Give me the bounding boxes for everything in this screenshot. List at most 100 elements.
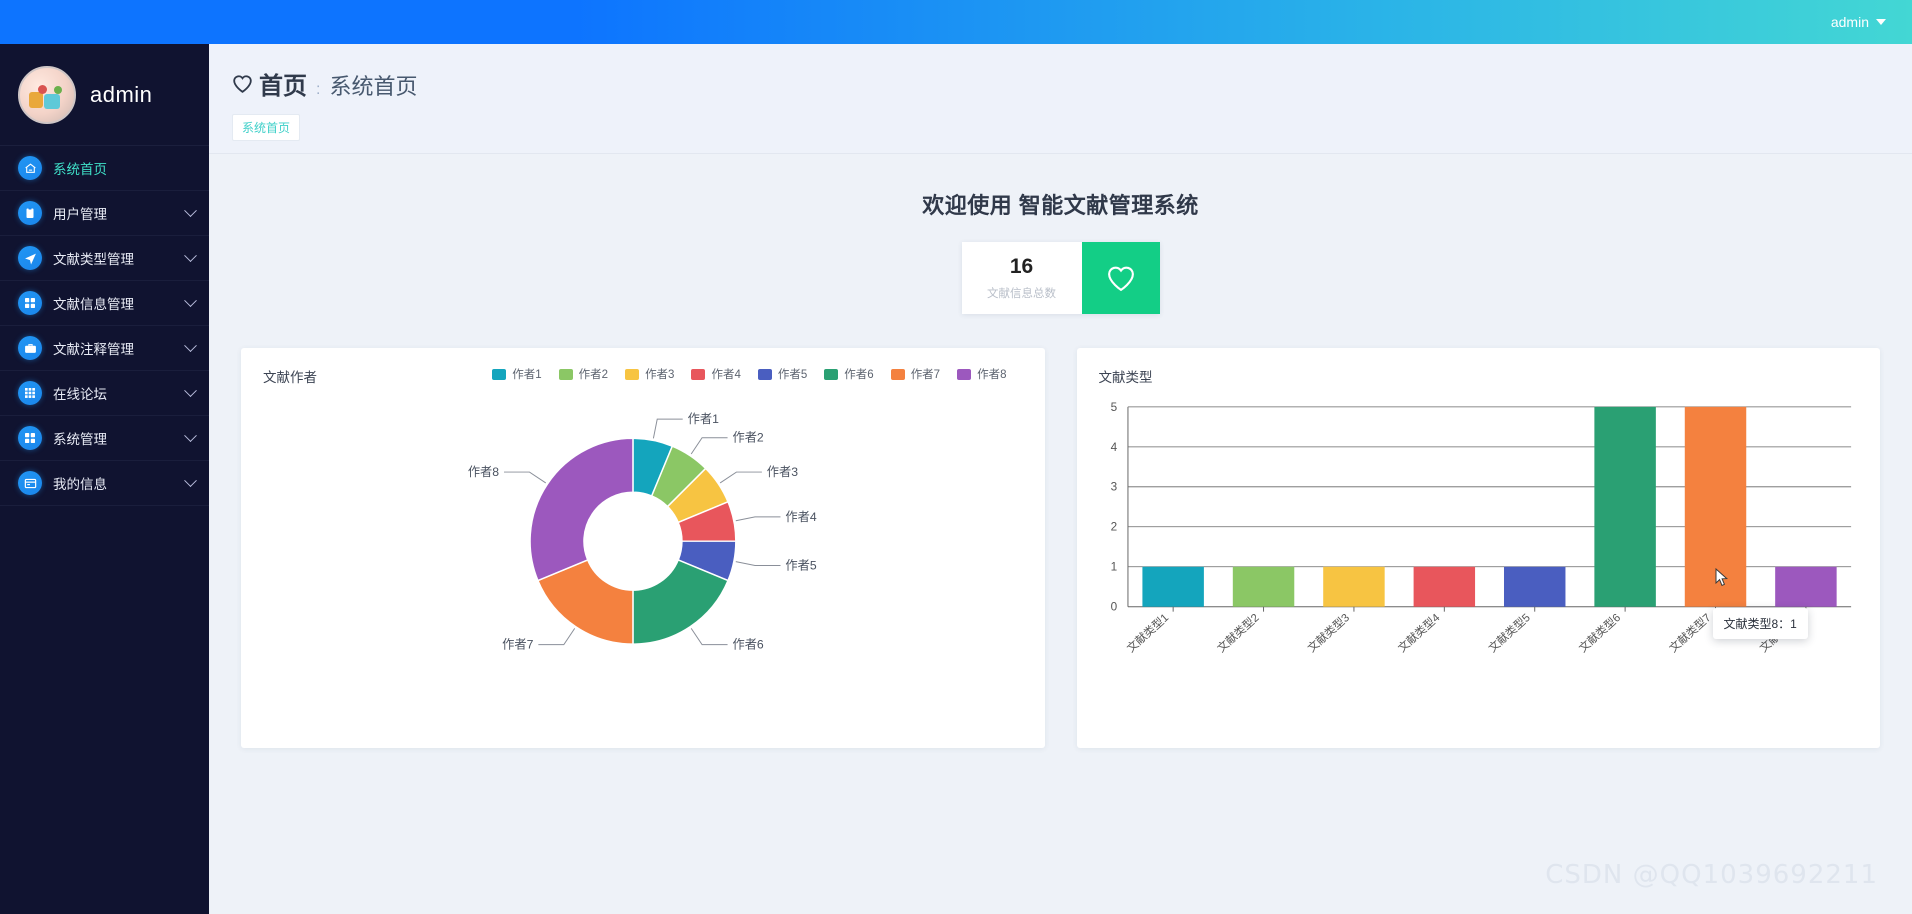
pie-slice-label: 作者7 bbox=[502, 638, 533, 652]
x-axis-tick-label: 文献类型5 bbox=[1485, 610, 1532, 655]
bar-chart[interactable]: 0 1 2 3 4 5 文献类型1 文献类型2 文献类型3 文献类型4 文献类型5 文献类型6 文献类型… bbox=[1077, 386, 1881, 716]
x-axis-tick-label: 文献类型1 bbox=[1123, 610, 1170, 655]
chevron-down-icon bbox=[184, 338, 197, 352]
legend-label: 作者1 bbox=[512, 369, 542, 381]
sidebar-item-label: 在线论坛 bbox=[53, 387, 107, 402]
y-axis-tick-label: 3 bbox=[1110, 481, 1117, 494]
sidebar-item-my-info[interactable]: 我的信息 bbox=[0, 461, 209, 506]
send-icon bbox=[18, 246, 42, 270]
grid-icon bbox=[18, 291, 42, 315]
legend-item[interactable]: 作者2 bbox=[558, 366, 609, 382]
card-authors-chart: 文献作者 作者1 作者2 作者3 作者4 作者5 作者6 作者7 作者8 作者1 作者2 作者3 作… bbox=[241, 348, 1045, 748]
x-axis-tick-label: 文献类型2 bbox=[1214, 610, 1261, 655]
chevron-down-icon bbox=[184, 428, 197, 442]
pie-slice[interactable] bbox=[632, 558, 729, 645]
sidebar-item-online-forum[interactable]: 在线论坛 bbox=[0, 371, 209, 416]
chevron-down-icon bbox=[184, 248, 197, 262]
heart-icon bbox=[1107, 266, 1134, 292]
sidebar-item-system-management[interactable]: 系统管理 bbox=[0, 416, 209, 461]
bar[interactable] bbox=[1232, 566, 1294, 607]
pie-leader-line bbox=[690, 437, 728, 455]
main-content: 首页 : 系统首页 系统首页 欢迎使用 智能文献管理系统 16 文献信息总数 bbox=[209, 44, 1912, 914]
grid-icon bbox=[18, 426, 42, 450]
sidebar-menu: 系统首页 用户管理 文献类型管理 文献信息管理 bbox=[0, 146, 209, 506]
sidebar-item-doc-type-management[interactable]: 文献类型管理 bbox=[0, 236, 209, 281]
pie-chart-svg: 作者1 作者2 作者3 作者4 作者5 作者6 作者7 作者8 bbox=[468, 412, 817, 652]
chevron-down-icon bbox=[184, 203, 197, 217]
user-menu[interactable]: admin bbox=[1831, 14, 1886, 30]
pie-slice-label: 作者4 bbox=[785, 510, 816, 524]
y-axis-tick-label: 0 bbox=[1110, 601, 1117, 614]
bar-chart-svg: 0 1 2 3 4 5 文献类型1 文献类型2 文献类型3 文献类型4 文献类型5 文献类型6 文献类型… bbox=[1110, 401, 1851, 655]
bar[interactable] bbox=[1413, 566, 1475, 607]
stat-card-total-documents[interactable]: 16 文献信息总数 bbox=[961, 242, 1160, 314]
chevron-down-icon bbox=[184, 383, 197, 397]
legend-item[interactable]: 作者8 bbox=[957, 366, 1007, 382]
sidebar-item-home[interactable]: 系统首页 bbox=[0, 146, 209, 191]
pie-slice[interactable] bbox=[536, 558, 634, 645]
x-axis-tick-label: 文献类型6 bbox=[1575, 610, 1622, 655]
sidebar-item-label: 文献信息管理 bbox=[53, 297, 134, 312]
chevron-down-icon bbox=[184, 473, 197, 487]
card-doctype-chart: 文献类型 0 1 2 3 4 5 文献类型1 文献类型2 文献类型3 文献类型4 文献类型5 文献类型… bbox=[1076, 348, 1881, 748]
legend-item[interactable]: 作者6 bbox=[824, 366, 874, 382]
pie-slice[interactable] bbox=[529, 437, 634, 582]
watermark: CSDN @QQ1039692211 bbox=[1545, 860, 1878, 890]
bar[interactable] bbox=[1322, 566, 1385, 607]
legend-swatch bbox=[492, 368, 507, 380]
sidebar-item-doc-annotation-management[interactable]: 文献注释管理 bbox=[0, 326, 209, 371]
pie-leader-line bbox=[504, 471, 547, 484]
stat-icon-block bbox=[1081, 242, 1160, 314]
bar[interactable] bbox=[1774, 566, 1837, 607]
chevron-down-icon bbox=[1876, 19, 1886, 25]
legend-swatch bbox=[957, 368, 972, 380]
sidebar-item-label: 文献类型管理 bbox=[53, 252, 134, 267]
sidebar-item-doc-info-management[interactable]: 文献信息管理 bbox=[0, 281, 209, 326]
pie-leader-line bbox=[735, 516, 781, 522]
y-axis-tick-label: 1 bbox=[1110, 561, 1117, 574]
profile-username: admin bbox=[90, 81, 153, 107]
legend-item[interactable]: 作者4 bbox=[691, 366, 741, 382]
pie-leader-line bbox=[690, 628, 728, 646]
chart-cards: 文献作者 作者1 作者2 作者3 作者4 作者5 作者6 作者7 作者8 作者1 作者2 作者3 作… bbox=[233, 348, 1888, 748]
avatar bbox=[18, 65, 76, 124]
bar[interactable] bbox=[1141, 566, 1204, 607]
pie-chart[interactable]: 作者1 作者2 作者3 作者4 作者5 作者6 作者7 作者8 bbox=[241, 386, 1045, 716]
bar[interactable] bbox=[1503, 566, 1565, 607]
legend-item[interactable]: 作者5 bbox=[757, 366, 808, 382]
legend-swatch bbox=[691, 368, 706, 380]
legend-swatch bbox=[558, 368, 573, 380]
pie-slice-label: 作者1 bbox=[688, 412, 719, 426]
legend-swatch bbox=[625, 368, 640, 380]
breadcrumb-root[interactable]: 首页 bbox=[232, 66, 307, 101]
breadcrumb-separator: : bbox=[316, 81, 321, 98]
x-axis-tick-label: 文献类型7 bbox=[1666, 610, 1713, 655]
tab-home[interactable]: 系统首页 bbox=[232, 114, 301, 141]
sidebar-item-label: 我的信息 bbox=[53, 477, 107, 492]
legend-label: 作者5 bbox=[777, 369, 808, 381]
sidebar-profile[interactable]: admin bbox=[0, 44, 209, 146]
bar[interactable] bbox=[1593, 406, 1656, 607]
legend-label: 作者3 bbox=[645, 369, 675, 381]
stat-value: 16 bbox=[1009, 255, 1034, 278]
card-icon bbox=[18, 471, 42, 495]
legend-label: 作者2 bbox=[578, 369, 609, 381]
sidebar-item-user-management[interactable]: 用户管理 bbox=[0, 191, 209, 236]
chart-legend: 作者1 作者2 作者3 作者4 作者5 作者6 作者7 作者8 bbox=[492, 366, 1024, 382]
legend-item[interactable]: 作者1 bbox=[492, 366, 542, 382]
dashboard: 欢迎使用 智能文献管理系统 16 文献信息总数 文献作者 作者1 作者2 作者3 作者… bbox=[209, 154, 1912, 748]
y-axis-tick-label: 5 bbox=[1110, 401, 1117, 414]
legend-label: 作者8 bbox=[977, 369, 1007, 381]
legend-swatch bbox=[757, 368, 772, 380]
legend-label: 作者4 bbox=[711, 369, 741, 381]
card-title: 文献作者 bbox=[263, 370, 317, 385]
breadcrumb: 首页 : 系统首页 bbox=[232, 66, 1912, 101]
card-title: 文献类型 bbox=[1098, 370, 1153, 385]
x-axis-tick-label: 文献类型3 bbox=[1304, 610, 1351, 655]
home-icon bbox=[18, 156, 42, 180]
sidebar-item-label: 用户管理 bbox=[53, 207, 107, 222]
briefcase-icon bbox=[18, 336, 42, 360]
legend-item[interactable]: 作者7 bbox=[890, 366, 940, 382]
legend-item[interactable]: 作者3 bbox=[625, 366, 674, 382]
user-menu-label: admin bbox=[1830, 14, 1869, 30]
